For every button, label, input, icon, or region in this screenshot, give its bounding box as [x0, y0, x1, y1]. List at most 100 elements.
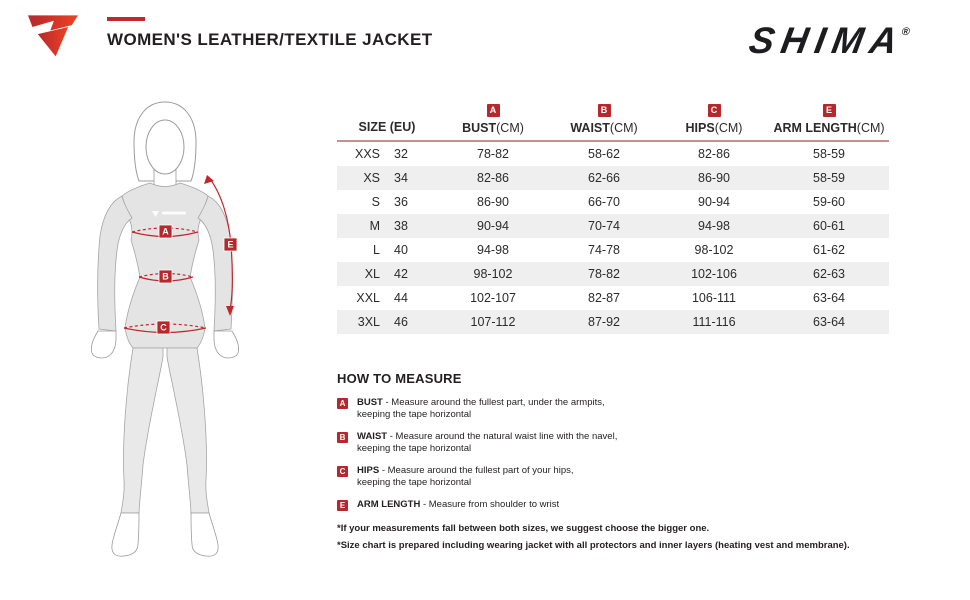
- eu-cell: 40: [394, 243, 408, 257]
- table-row-3xl: 3XL 46 107-112 87-92 111-116 63-64: [337, 310, 889, 334]
- arm-length-cell: 60-61: [813, 219, 845, 233]
- table-row-m: M 38 90-94 70-74 94-98 60-61: [337, 214, 889, 238]
- bust-cell: 82-86: [477, 171, 509, 185]
- svg-text:E: E: [227, 240, 233, 250]
- arm-length-cell: 58-59: [813, 171, 845, 185]
- marker-b: B: [158, 269, 173, 284]
- figure-right-arm: [197, 195, 233, 332]
- registered-mark: ®: [900, 26, 911, 38]
- waist-cell: 62-66: [588, 171, 620, 185]
- size-cell: M: [369, 219, 380, 233]
- measure-list: A BUST - Measure around the fullest part,…: [337, 397, 682, 511]
- footnote: *If your measurements fall between both …: [337, 523, 710, 534]
- badge-e-icon: E: [822, 104, 836, 117]
- shima-wordmark: SHIMA®: [714, 20, 911, 62]
- figure-right-foot: [190, 512, 219, 557]
- eu-cell: 46: [394, 315, 408, 329]
- bust-cell: 94-98: [477, 243, 509, 257]
- badge-e-icon: E: [337, 500, 348, 511]
- arm-length-cell: 58-59: [813, 147, 845, 161]
- hips-cell: 86-90: [698, 171, 730, 185]
- size-cell: 3XL: [357, 315, 380, 329]
- arm-length-cell: 62-63: [813, 267, 845, 281]
- waist-cell: 74-78: [588, 243, 620, 257]
- badge-c-icon: C: [337, 466, 348, 477]
- figure-left-leg: [120, 347, 164, 514]
- bust-cell: 86-90: [477, 195, 509, 209]
- how-to-measure-section: HOW TO MEASURE A BUST - Measure around th…: [337, 371, 850, 557]
- title-accent-bar: [107, 17, 145, 21]
- marker-c: C: [156, 320, 171, 335]
- svg-text:C: C: [160, 323, 167, 333]
- figure-left-arm: [97, 195, 133, 332]
- badge-c-icon: C: [707, 104, 721, 117]
- eu-cell: 38: [394, 219, 408, 233]
- table-body: XXS 32 78-82 58-62 82-86 58-59 XS 34 82-86 62-66 8…: [337, 142, 889, 334]
- column-header-arm-length: E ARM LENGTH(CM): [773, 104, 885, 135]
- marker-e: E: [223, 237, 238, 252]
- badge-a-icon: A: [486, 104, 500, 117]
- table-row-xs: XS 34 82-86 62-66 86-90 58-59: [337, 166, 889, 190]
- waist-cell: 78-82: [588, 267, 620, 281]
- eu-cell: 32: [394, 147, 408, 161]
- brand-name: SHIMA: [746, 20, 908, 61]
- how-to-measure-heading: HOW TO MEASURE: [337, 371, 462, 386]
- figure-right-leg: [166, 347, 210, 514]
- size-cell: S: [371, 195, 380, 209]
- svg-text:A: A: [162, 227, 169, 237]
- arm-length-cell: 59-60: [813, 195, 845, 209]
- shima-triangle-icon: [28, 15, 78, 57]
- hips-cell: 98-102: [694, 243, 734, 257]
- measure-item-hips: C HIPS - Measure around the fullest part …: [337, 465, 682, 488]
- eu-cell: 42: [394, 267, 408, 281]
- figure-face: [145, 119, 185, 175]
- bust-cell: 90-94: [477, 219, 509, 233]
- arm-length-cell: 61-62: [813, 243, 845, 257]
- bust-cell: 107-112: [470, 315, 516, 329]
- waist-cell: 87-92: [588, 315, 620, 329]
- badge-b-icon: B: [337, 432, 348, 443]
- svg-text:B: B: [162, 272, 169, 282]
- size-cell: XXL: [356, 291, 380, 305]
- hips-cell: 90-94: [698, 195, 730, 209]
- notes: *If your measurements fall between both …: [337, 523, 850, 551]
- table-header: SIZE (EU) A BUST(CM) B WAIST(CM) C HIPS(CM) E A…: [337, 104, 889, 142]
- marker-a: A: [158, 224, 173, 239]
- badge-a-icon: A: [337, 398, 348, 409]
- eu-cell: 34: [394, 171, 408, 185]
- waist-line-dashed: [138, 272, 194, 278]
- column-header-hips: C HIPS(CM): [685, 104, 743, 135]
- size-cell: XL: [364, 267, 380, 281]
- table-row-xxs: XXS 32 78-82 58-62 82-86 58-59: [337, 142, 889, 166]
- measure-item-bust: A BUST - Measure around the fullest part,…: [337, 397, 682, 420]
- badge-b-icon: B: [597, 104, 611, 117]
- waist-cell: 66-70: [588, 195, 620, 209]
- size-table: SIZE (EU) A BUST(CM) B WAIST(CM) C HIPS(CM) E A…: [337, 104, 889, 334]
- chest-brand-mark: [152, 211, 186, 217]
- measure-item-arm-length: E ARM LENGTH - Measure from shoulder to w…: [337, 499, 682, 511]
- hips-cell: 94-98: [698, 219, 730, 233]
- measure-item-waist: B WAIST - Measure around the natural wais…: [337, 431, 682, 454]
- table-row-xxl: XXL 44 102-107 82-87 106-111 63-64: [337, 286, 889, 310]
- arrowhead-top: [204, 175, 214, 184]
- eu-cell: 36: [394, 195, 408, 209]
- bust-cell: 98-102: [473, 267, 513, 281]
- waist-cell: 70-74: [588, 219, 620, 233]
- eu-cell: 44: [394, 291, 408, 305]
- size-cell: L: [373, 243, 380, 257]
- waist-cell: 58-62: [588, 147, 620, 161]
- arrowhead-bottom: [226, 306, 234, 316]
- waist-cell: 82-87: [588, 291, 620, 305]
- size-eu-header: SIZE (EU): [358, 120, 416, 134]
- hips-cell: 82-86: [698, 147, 730, 161]
- hips-cell: 111-116: [692, 315, 736, 329]
- figure-left-hand: [90, 330, 117, 359]
- bust-cell: 78-82: [477, 147, 509, 161]
- table-row-s: S 36 86-90 66-70 90-94 59-60: [337, 190, 889, 214]
- size-cell: XS: [363, 171, 380, 185]
- table-row-xl: XL 42 98-102 78-82 102-106 62-63: [337, 262, 889, 286]
- figure-diagram: A B C E: [90, 101, 240, 557]
- figure-right-hand: [213, 330, 240, 359]
- arm-length-cell: 63-64: [813, 291, 845, 305]
- table-row-l: L 40 94-98 74-78 98-102 61-62: [337, 238, 889, 262]
